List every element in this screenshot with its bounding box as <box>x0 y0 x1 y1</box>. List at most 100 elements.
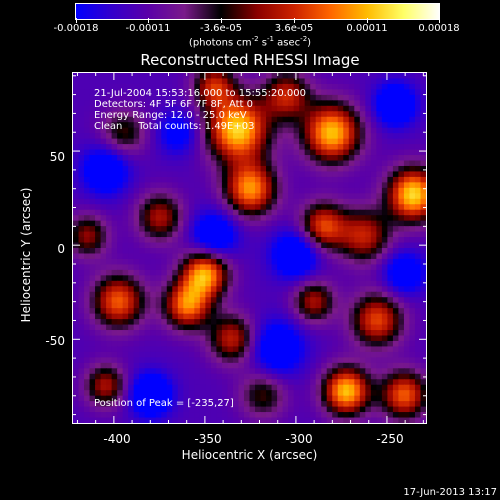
heatmap-cell <box>133 160 140 167</box>
heatmap-cell <box>232 182 240 189</box>
heatmap-cell <box>337 226 344 233</box>
heatmap-cell <box>271 297 278 304</box>
heatmap-cell <box>183 83 190 91</box>
heatmap-cell <box>166 275 173 282</box>
heatmap-cell <box>332 264 339 271</box>
heatmap-cell <box>238 100 245 107</box>
heatmap-cell <box>326 138 333 145</box>
heatmap-cell <box>321 253 328 260</box>
heatmap-cell <box>216 89 223 96</box>
heatmap-cell <box>84 340 91 348</box>
heatmap-cell <box>177 351 184 358</box>
heatmap-cell <box>387 138 394 145</box>
heatmap-cell <box>100 319 107 326</box>
heatmap-cell <box>337 209 344 216</box>
heatmap-cell <box>133 220 140 227</box>
heatmap-cell <box>205 83 212 91</box>
heatmap-cell <box>205 100 212 107</box>
heatmap-cell <box>117 83 124 91</box>
heatmap-cell <box>337 127 344 134</box>
heatmap-cell <box>376 330 383 337</box>
heatmap-cell <box>282 198 289 205</box>
heatmap-cell <box>128 165 135 173</box>
heatmap-cell <box>122 100 129 107</box>
heatmap-cell <box>155 324 162 331</box>
heatmap-cell <box>177 182 184 189</box>
heatmap-cell <box>194 149 201 156</box>
heatmap-cell <box>199 406 206 413</box>
heatmap-cell <box>161 319 168 326</box>
heatmap-cell <box>133 127 140 134</box>
heatmap-cell <box>409 133 416 140</box>
heatmap-cell <box>216 111 223 118</box>
heatmap-cell <box>332 187 339 194</box>
heatmap-cell <box>205 89 212 96</box>
heatmap-cell <box>95 313 102 320</box>
heatmap-cell <box>194 204 201 211</box>
y-tick-label: 50 <box>49 150 65 164</box>
heatmap-cell <box>117 160 124 167</box>
heatmap-cell <box>106 171 113 178</box>
heatmap-cell <box>277 324 284 331</box>
heatmap-cell <box>376 412 383 419</box>
heatmap-cell <box>304 242 311 249</box>
heatmap-cell <box>205 330 212 337</box>
heatmap-cell <box>260 198 267 205</box>
heatmap-cell <box>354 291 361 298</box>
heatmap-cell <box>188 171 195 178</box>
heatmap-cell <box>95 269 102 276</box>
heatmap-cell <box>315 269 322 276</box>
heatmap-cell <box>326 368 333 375</box>
heatmap-cell <box>78 165 85 173</box>
heatmap-cell <box>221 149 229 156</box>
heatmap-cell <box>111 138 118 145</box>
heatmap-cell <box>84 373 91 380</box>
heatmap-cell <box>221 275 229 282</box>
heatmap-cell <box>210 362 218 369</box>
heatmap-cell <box>420 237 426 244</box>
heatmap-cell <box>381 275 388 282</box>
heatmap-cell <box>144 231 151 238</box>
heatmap-cell <box>260 368 267 375</box>
heatmap-cell <box>370 105 377 112</box>
heatmap-cell <box>381 379 388 386</box>
heatmap-cell <box>243 258 251 266</box>
heatmap-cell <box>282 313 289 320</box>
heatmap-cell <box>144 330 151 337</box>
heatmap-cell <box>365 351 372 358</box>
heatmap-cell <box>221 269 229 276</box>
heatmap-cell <box>133 133 140 140</box>
heatmap-cell <box>249 231 256 238</box>
heatmap-cell <box>188 324 195 331</box>
heatmap-cell <box>216 286 223 293</box>
heatmap-cell <box>354 160 361 167</box>
heatmap-cell <box>100 340 107 348</box>
heatmap-cell <box>293 89 300 96</box>
heatmap-cell <box>381 390 388 397</box>
heatmap-cell <box>194 373 201 380</box>
heatmap-cell <box>106 368 113 375</box>
heatmap-cell <box>117 330 124 337</box>
heatmap-cell <box>188 237 195 244</box>
heatmap-cell <box>144 149 151 156</box>
heatmap-cell <box>227 368 234 375</box>
heatmap-cell <box>348 275 355 282</box>
heatmap-cell <box>221 384 229 391</box>
heatmap-cell <box>78 187 85 194</box>
heatmap-cell <box>221 127 229 134</box>
heatmap-cell <box>332 373 339 380</box>
heatmap-cell <box>321 144 328 151</box>
heatmap-cell <box>194 127 201 134</box>
heatmap-cell <box>381 226 388 233</box>
heatmap-cell <box>370 111 377 118</box>
heatmap-cell <box>271 176 278 183</box>
heatmap-cell <box>106 340 113 348</box>
heatmap-cell <box>277 138 284 145</box>
heatmap-cell <box>216 357 223 364</box>
heatmap-cell <box>232 340 240 348</box>
heatmap-cell <box>232 149 240 156</box>
heatmap-cell <box>221 308 229 315</box>
heatmap-cell <box>288 253 295 260</box>
heatmap-cell <box>95 187 102 194</box>
heatmap-cell <box>392 116 400 123</box>
